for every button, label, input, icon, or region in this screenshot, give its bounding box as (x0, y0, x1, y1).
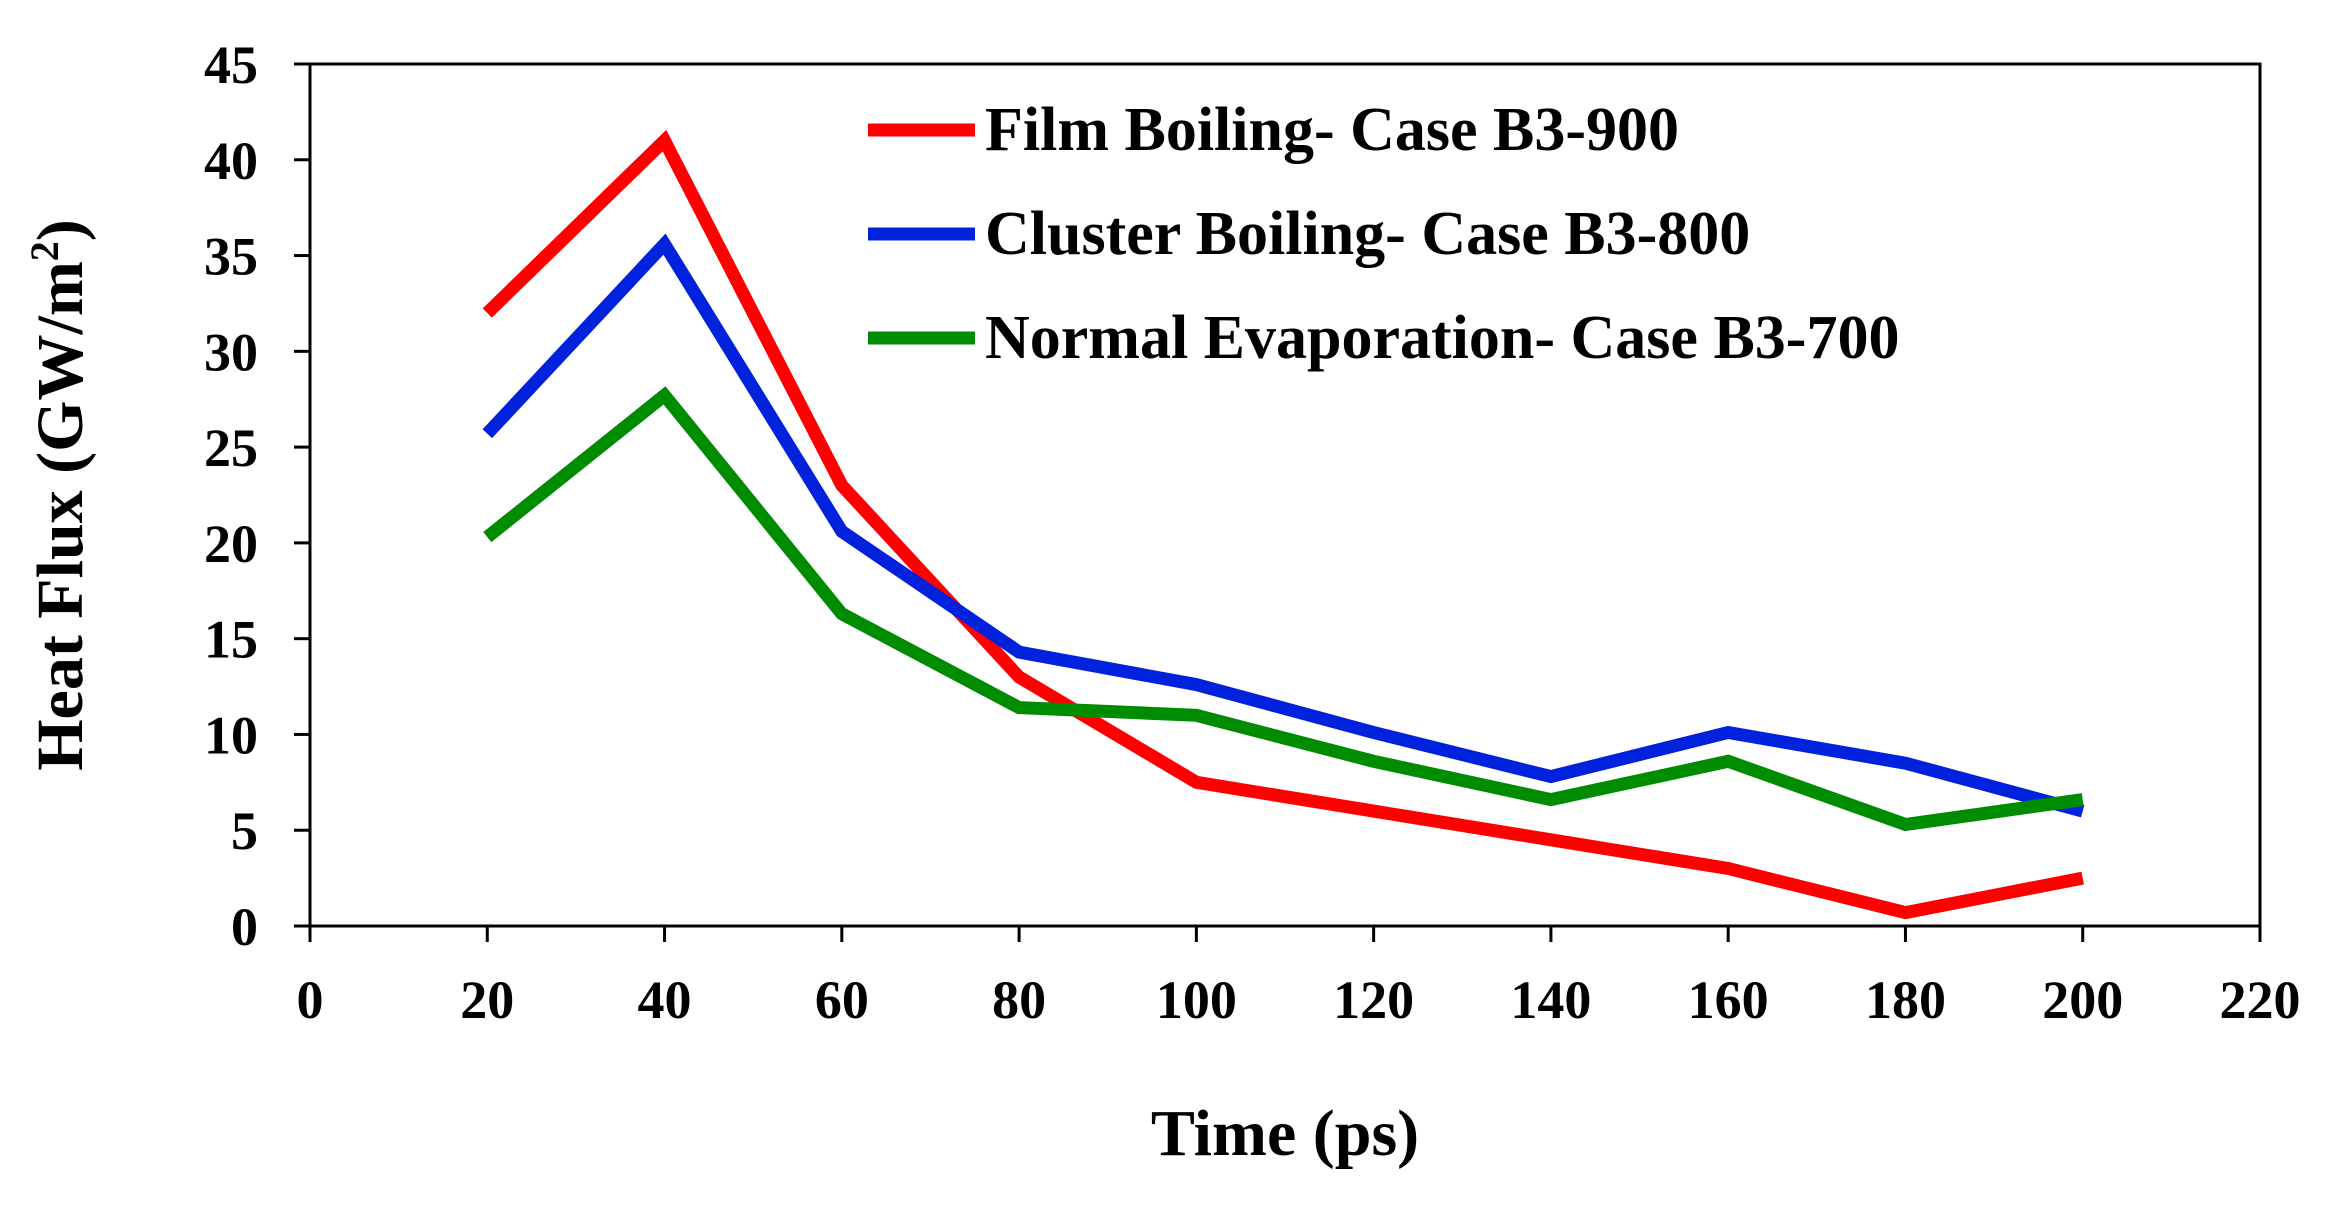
x-tick-label: 60 (815, 970, 869, 1030)
x-tick-label: 80 (992, 970, 1046, 1030)
y-axis-title-close: ) (24, 219, 97, 241)
x-tick-label: 140 (1510, 970, 1591, 1030)
y-tick-label: 35 (204, 227, 258, 287)
series-line-1 (482, 129, 2084, 920)
x-tick-label: 120 (1333, 970, 1414, 1030)
x-tick-label: 100 (1156, 970, 1237, 1030)
x-tick-label: 40 (638, 970, 692, 1030)
y-tick-label: 30 (204, 322, 258, 382)
x-tick-label: 160 (1688, 970, 1769, 1030)
x-tick-label: 220 (2220, 970, 2301, 1030)
series-line-3 (483, 386, 2084, 832)
y-axis-title-superscript: 2 (22, 241, 67, 261)
y-tick-label: 15 (204, 610, 258, 670)
legend-label-1: Film Boiling- Case B3-900 (985, 96, 1679, 164)
y-tick-label: 0 (231, 897, 258, 957)
y-axis-title-main: Heat Flux (GW/m (24, 261, 97, 771)
series-lines (482, 129, 2085, 920)
y-axis-ticks: 0 5 10 15 20 25 30 35 40 45 (204, 35, 310, 957)
series-line-2 (482, 233, 2085, 818)
y-tick-label: 40 (204, 131, 258, 191)
y-tick-label: 10 (204, 705, 258, 765)
legend-label-3: Normal Evaporation- Case B3-700 (985, 304, 1899, 372)
y-tick-label: 45 (204, 35, 258, 95)
x-axis-title: Time (ps) (1151, 1097, 1419, 1170)
x-tick-label: 180 (1865, 970, 1946, 1030)
legend: Film Boiling- Case B3-900 Cluster Boiling… (868, 96, 1899, 372)
x-tick-label: 200 (2042, 970, 2123, 1030)
plot-area (308, 62, 2262, 928)
y-tick-label: 20 (204, 514, 258, 574)
y-tick-label: 25 (204, 418, 258, 478)
y-tick-label: 5 (231, 801, 258, 861)
x-axis-ticks: 0 20 40 60 80 100 120 140 160 180 200 220 (297, 926, 2301, 1030)
y-axis-title: Heat Flux (GW/m2) (22, 219, 97, 771)
legend-label-2: Cluster Boiling- Case B3-800 (985, 200, 1750, 268)
x-tick-label: 0 (297, 970, 324, 1030)
x-tick-label: 20 (460, 970, 514, 1030)
